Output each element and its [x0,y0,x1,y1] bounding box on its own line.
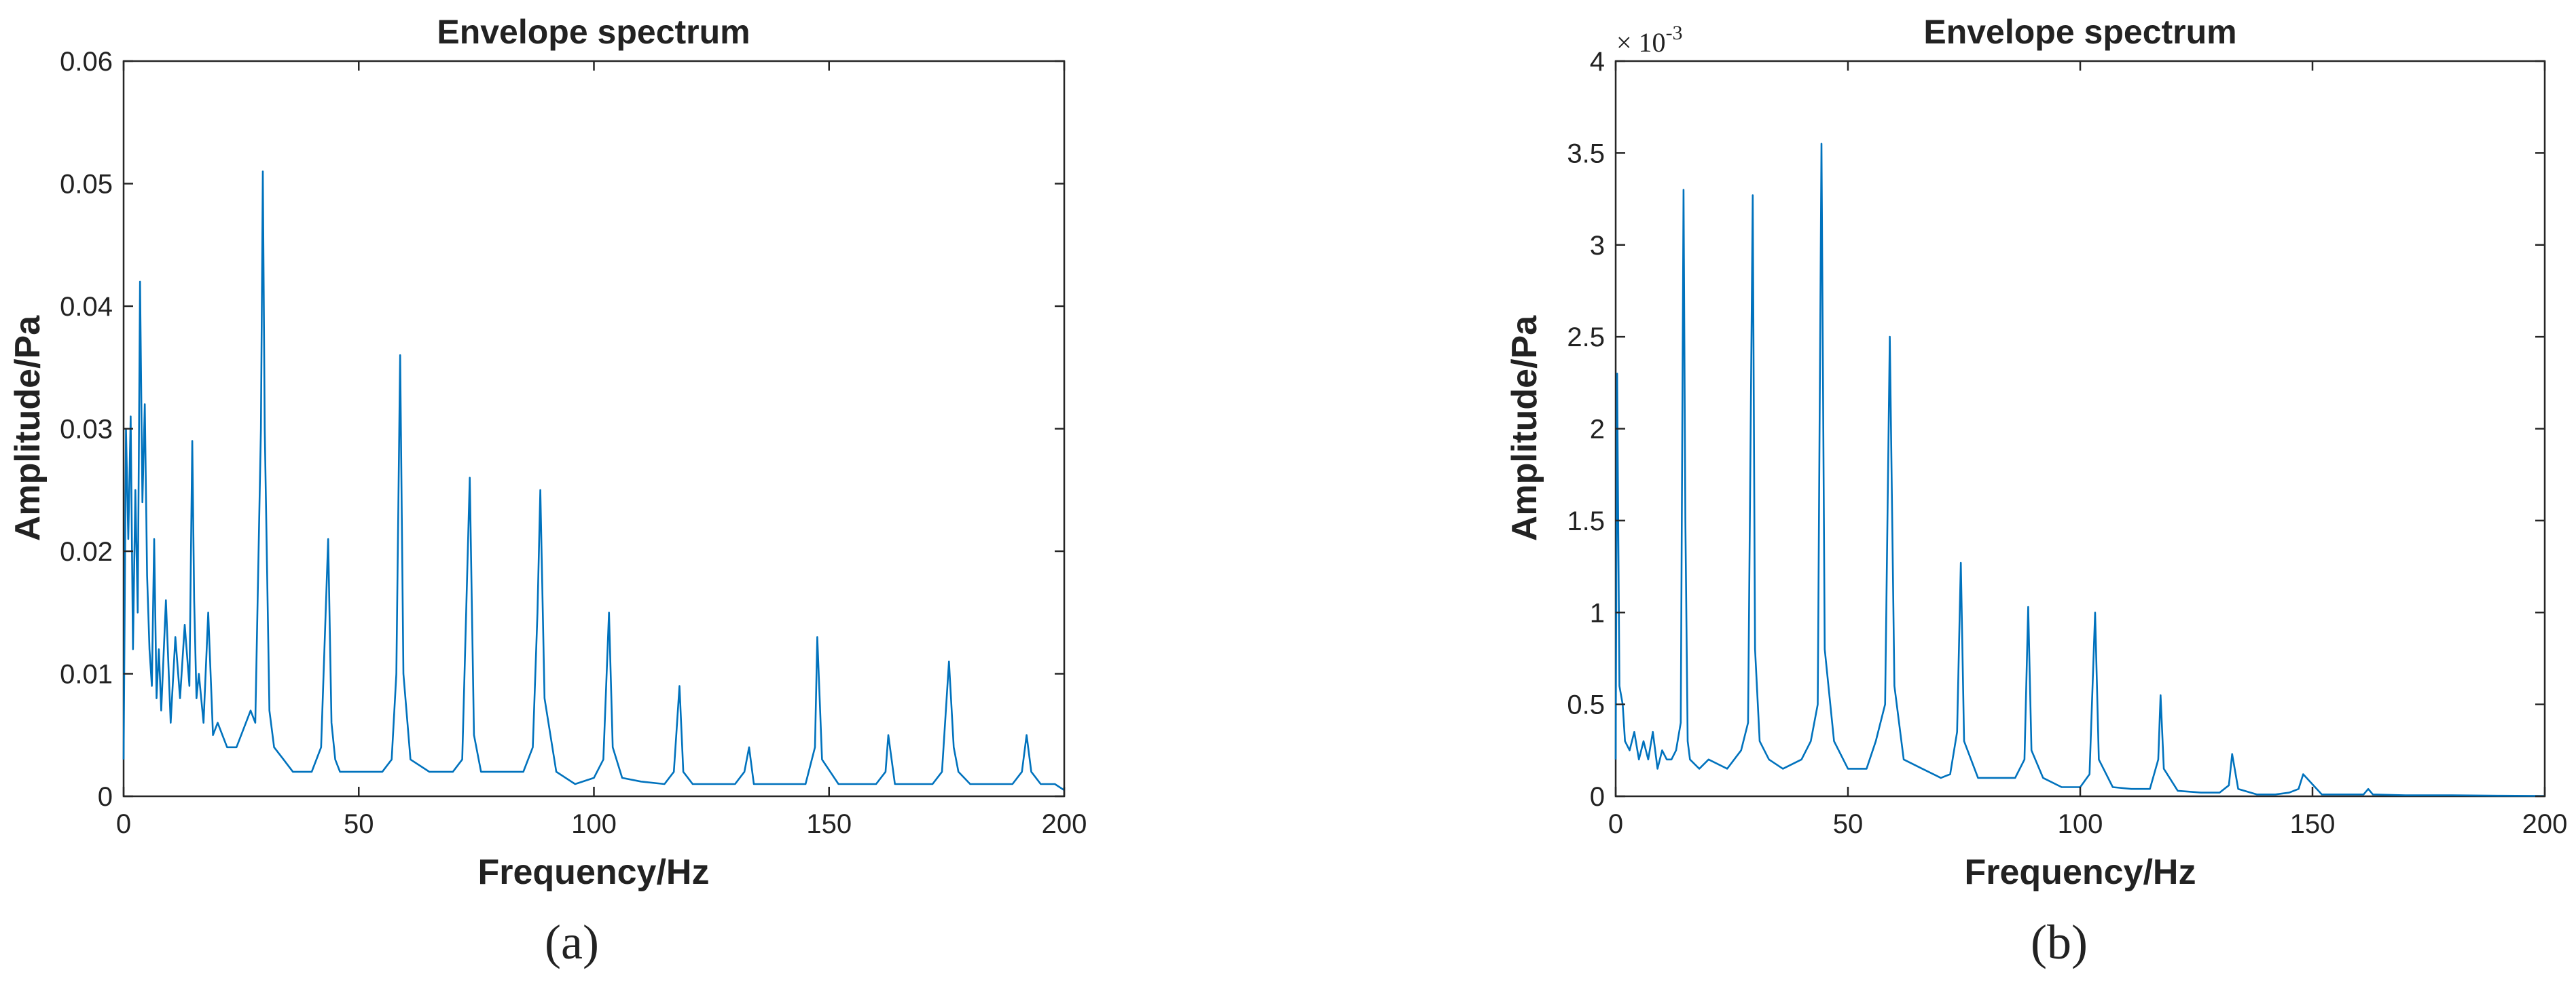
y-tick-label-a-2: 0.02 [60,537,113,567]
y-tick-label-b-2: 1 [1590,598,1605,628]
x-ticks-a: 0 50 100 150 200 [116,61,1087,839]
x-tick-label-b-0: 0 [1608,809,1623,839]
y-tick-label-a-1: 0.01 [60,660,113,690]
y-tick-label-b-4: 2 [1590,415,1605,445]
y-axis-label-b: Amplitude/Pa [1505,315,1544,541]
spectrum-line-b [1614,143,2545,797]
y-tick-label-b-0: 0 [1590,782,1605,812]
y-tick-label-b-1: 0.5 [1567,690,1605,720]
y-tick-label-b-8: 4 [1590,47,1605,77]
x-tick-label-a-3: 150 [806,809,852,839]
y-tick-label-a-4: 0.04 [60,292,113,322]
chart-panel-b: 0 50 100 150 200 0 0.5 1 1.5 2 2.5 3 3.5 4 Envelope … [1505,13,2567,969]
y-ticks-b: 0 0.5 1 1.5 2 2.5 3 3.5 4 [1567,47,2545,812]
y-tick-label-b-6: 3 [1590,231,1605,261]
x-tick-label-a-0: 0 [116,809,131,839]
y-tick-label-a-5: 0.05 [60,170,113,200]
chart-panel-a: 0 50 100 150 200 0 0.01 0.02 0.03 0.04 0.05 0.06 E… [8,13,1087,969]
exponent-base: × 10 [1616,27,1666,58]
y-tick-label-b-3: 1.5 [1567,506,1605,536]
y-tick-label-b-7: 3.5 [1567,138,1605,168]
chart-title-b: Envelope spectrum [1923,13,2236,51]
y-ticks-a: 0 0.01 0.02 0.03 0.04 0.05 0.06 [60,47,1064,812]
x-tick-label-a-2: 100 [571,809,617,839]
x-tick-label-a-4: 200 [1042,809,1087,839]
x-tick-label-b-4: 200 [2522,809,2568,839]
panel-label-a: (a) [545,915,599,969]
y-tick-label-a-6: 0.06 [60,47,113,77]
x-tick-label-b-3: 150 [2290,809,2336,839]
exponent-label-b: × 10-3 [1616,22,1683,58]
y-tick-label-b-5: 2.5 [1567,322,1605,352]
chart-title-a: Envelope spectrum [437,13,750,51]
y-tick-label-a-0: 0 [98,782,113,812]
x-tick-label-a-1: 50 [344,809,374,839]
panel-label-b: (b) [2031,915,2088,969]
spectrum-line-a [122,170,1065,792]
x-ticks-b: 0 50 100 150 200 [1608,61,2568,839]
y-tick-label-a-3: 0.03 [60,415,113,445]
exponent-power: -3 [1666,22,1683,44]
x-tick-label-b-2: 100 [2058,809,2103,839]
y-axis-label-a: Amplitude/Pa [8,315,48,541]
x-axis-label-a: Frequency/Hz [478,853,710,892]
x-tick-label-b-1: 50 [1833,809,1864,839]
x-axis-label-b: Frequency/Hz [1965,853,2196,892]
plot-frame-b [1614,60,2546,798]
